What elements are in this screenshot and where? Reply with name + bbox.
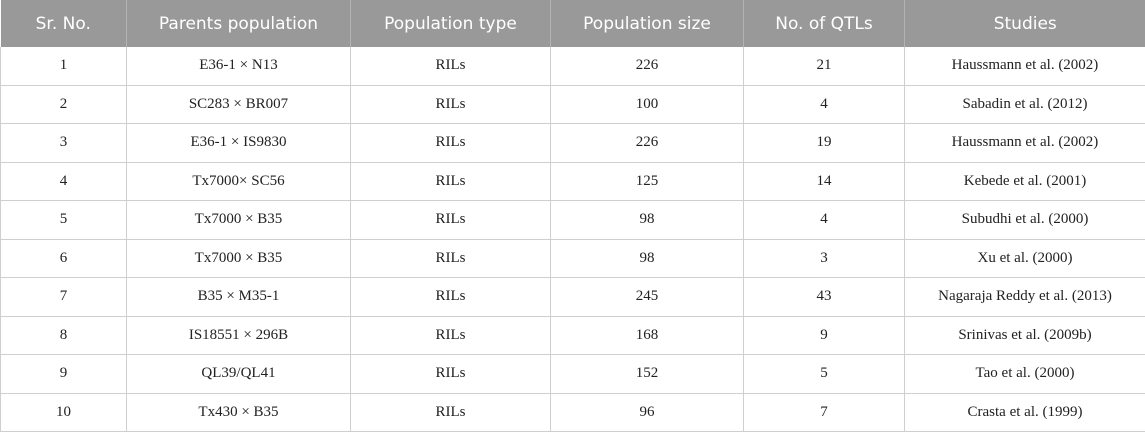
table-row: 5 Tx7000 × B35 RILs 98 4 Subudhi et al. … <box>0 200 1145 240</box>
table-row: 2 SC283 × BR007 RILs 100 4 Sabadin et al… <box>0 85 1145 124</box>
cell-no-of-qtls: 21 <box>743 47 905 86</box>
cell-population-type: RILs <box>350 123 551 163</box>
header-population-size: Population size <box>550 0 744 47</box>
cell-population-type: RILs <box>350 200 551 240</box>
header-studies: Studies <box>904 0 1145 47</box>
cell-parents-population: E36-1 × N13 <box>126 47 351 86</box>
cell-population-type: RILs <box>350 47 551 86</box>
cell-population-size: 125 <box>550 162 744 201</box>
table-row: 3 E36-1 × IS9830 RILs 226 19 Haussmann e… <box>0 123 1145 163</box>
cell-studies: Crasta et al. (1999) <box>904 393 1145 432</box>
cell-parents-population: SC283 × BR007 <box>126 85 351 124</box>
table-row: 7 B35 × M35-1 RILs 245 43 Nagaraja Reddy… <box>0 277 1145 317</box>
cell-parents-population: Tx7000 × B35 <box>126 239 351 278</box>
cell-no-of-qtls: 43 <box>743 277 905 317</box>
cell-population-type: RILs <box>350 85 551 124</box>
cell-studies: Haussmann et al. (2002) <box>904 47 1145 86</box>
cell-population-size: 152 <box>550 354 744 394</box>
table-row: 4 Tx7000× SC56 RILs 125 14 Kebede et al.… <box>0 162 1145 201</box>
cell-studies: Srinivas et al. (2009b) <box>904 316 1145 355</box>
cell-studies: Nagaraja Reddy et al. (2013) <box>904 277 1145 317</box>
cell-population-size: 226 <box>550 123 744 163</box>
cell-studies: Subudhi et al. (2000) <box>904 200 1145 240</box>
cell-no-of-qtls: 3 <box>743 239 905 278</box>
cell-no-of-qtls: 5 <box>743 354 905 394</box>
cell-population-size: 168 <box>550 316 744 355</box>
header-parents-population: Parents population <box>126 0 351 47</box>
cell-parents-population: Tx430 × B35 <box>126 393 351 432</box>
table-header-row: Sr. No. Parents population Population ty… <box>0 0 1145 47</box>
header-no-of-qtls: No. of QTLs <box>743 0 905 47</box>
cell-sr-no: 5 <box>0 200 127 240</box>
cell-population-size: 98 <box>550 200 744 240</box>
cell-population-type: RILs <box>350 316 551 355</box>
cell-studies: Sabadin et al. (2012) <box>904 85 1145 124</box>
table-row: 1 E36-1 × N13 RILs 226 21 Haussmann et a… <box>0 47 1145 86</box>
cell-studies: Kebede et al. (2001) <box>904 162 1145 201</box>
cell-no-of-qtls: 4 <box>743 200 905 240</box>
cell-sr-no: 1 <box>0 47 127 86</box>
cell-sr-no: 6 <box>0 239 127 278</box>
cell-parents-population: Tx7000× SC56 <box>126 162 351 201</box>
cell-studies: Haussmann et al. (2002) <box>904 123 1145 163</box>
cell-population-size: 245 <box>550 277 744 317</box>
cell-sr-no: 10 <box>0 393 127 432</box>
cell-studies: Tao et al. (2000) <box>904 354 1145 394</box>
cell-parents-population: QL39/QL41 <box>126 354 351 394</box>
cell-sr-no: 8 <box>0 316 127 355</box>
cell-parents-population: B35 × M35-1 <box>126 277 351 317</box>
cell-population-type: RILs <box>350 393 551 432</box>
cell-no-of-qtls: 9 <box>743 316 905 355</box>
header-sr-no: Sr. No. <box>0 0 127 47</box>
cell-sr-no: 7 <box>0 277 127 317</box>
cell-population-size: 96 <box>550 393 744 432</box>
table-row: 9 QL39/QL41 RILs 152 5 Tao et al. (2000) <box>0 354 1145 394</box>
cell-population-size: 98 <box>550 239 744 278</box>
cell-no-of-qtls: 7 <box>743 393 905 432</box>
cell-sr-no: 3 <box>0 123 127 163</box>
cell-population-type: RILs <box>350 239 551 278</box>
cell-parents-population: Tx7000 × B35 <box>126 200 351 240</box>
table-row: 10 Tx430 × B35 RILs 96 7 Crasta et al. (… <box>0 393 1145 432</box>
cell-no-of-qtls: 19 <box>743 123 905 163</box>
cell-population-size: 226 <box>550 47 744 86</box>
cell-parents-population: IS18551 × 296B <box>126 316 351 355</box>
table-row: 6 Tx7000 × B35 RILs 98 3 Xu et al. (2000… <box>0 239 1145 278</box>
cell-studies: Xu et al. (2000) <box>904 239 1145 278</box>
cell-population-type: RILs <box>350 354 551 394</box>
cell-population-type: RILs <box>350 277 551 317</box>
header-population-type: Population type <box>350 0 551 47</box>
table-row: 8 IS18551 × 296B RILs 168 9 Srinivas et … <box>0 316 1145 355</box>
cell-no-of-qtls: 14 <box>743 162 905 201</box>
cell-parents-population: E36-1 × IS9830 <box>126 123 351 163</box>
cell-sr-no: 4 <box>0 162 127 201</box>
cell-population-size: 100 <box>550 85 744 124</box>
cell-sr-no: 9 <box>0 354 127 394</box>
cell-no-of-qtls: 4 <box>743 85 905 124</box>
cell-sr-no: 2 <box>0 85 127 124</box>
cell-population-type: RILs <box>350 162 551 201</box>
